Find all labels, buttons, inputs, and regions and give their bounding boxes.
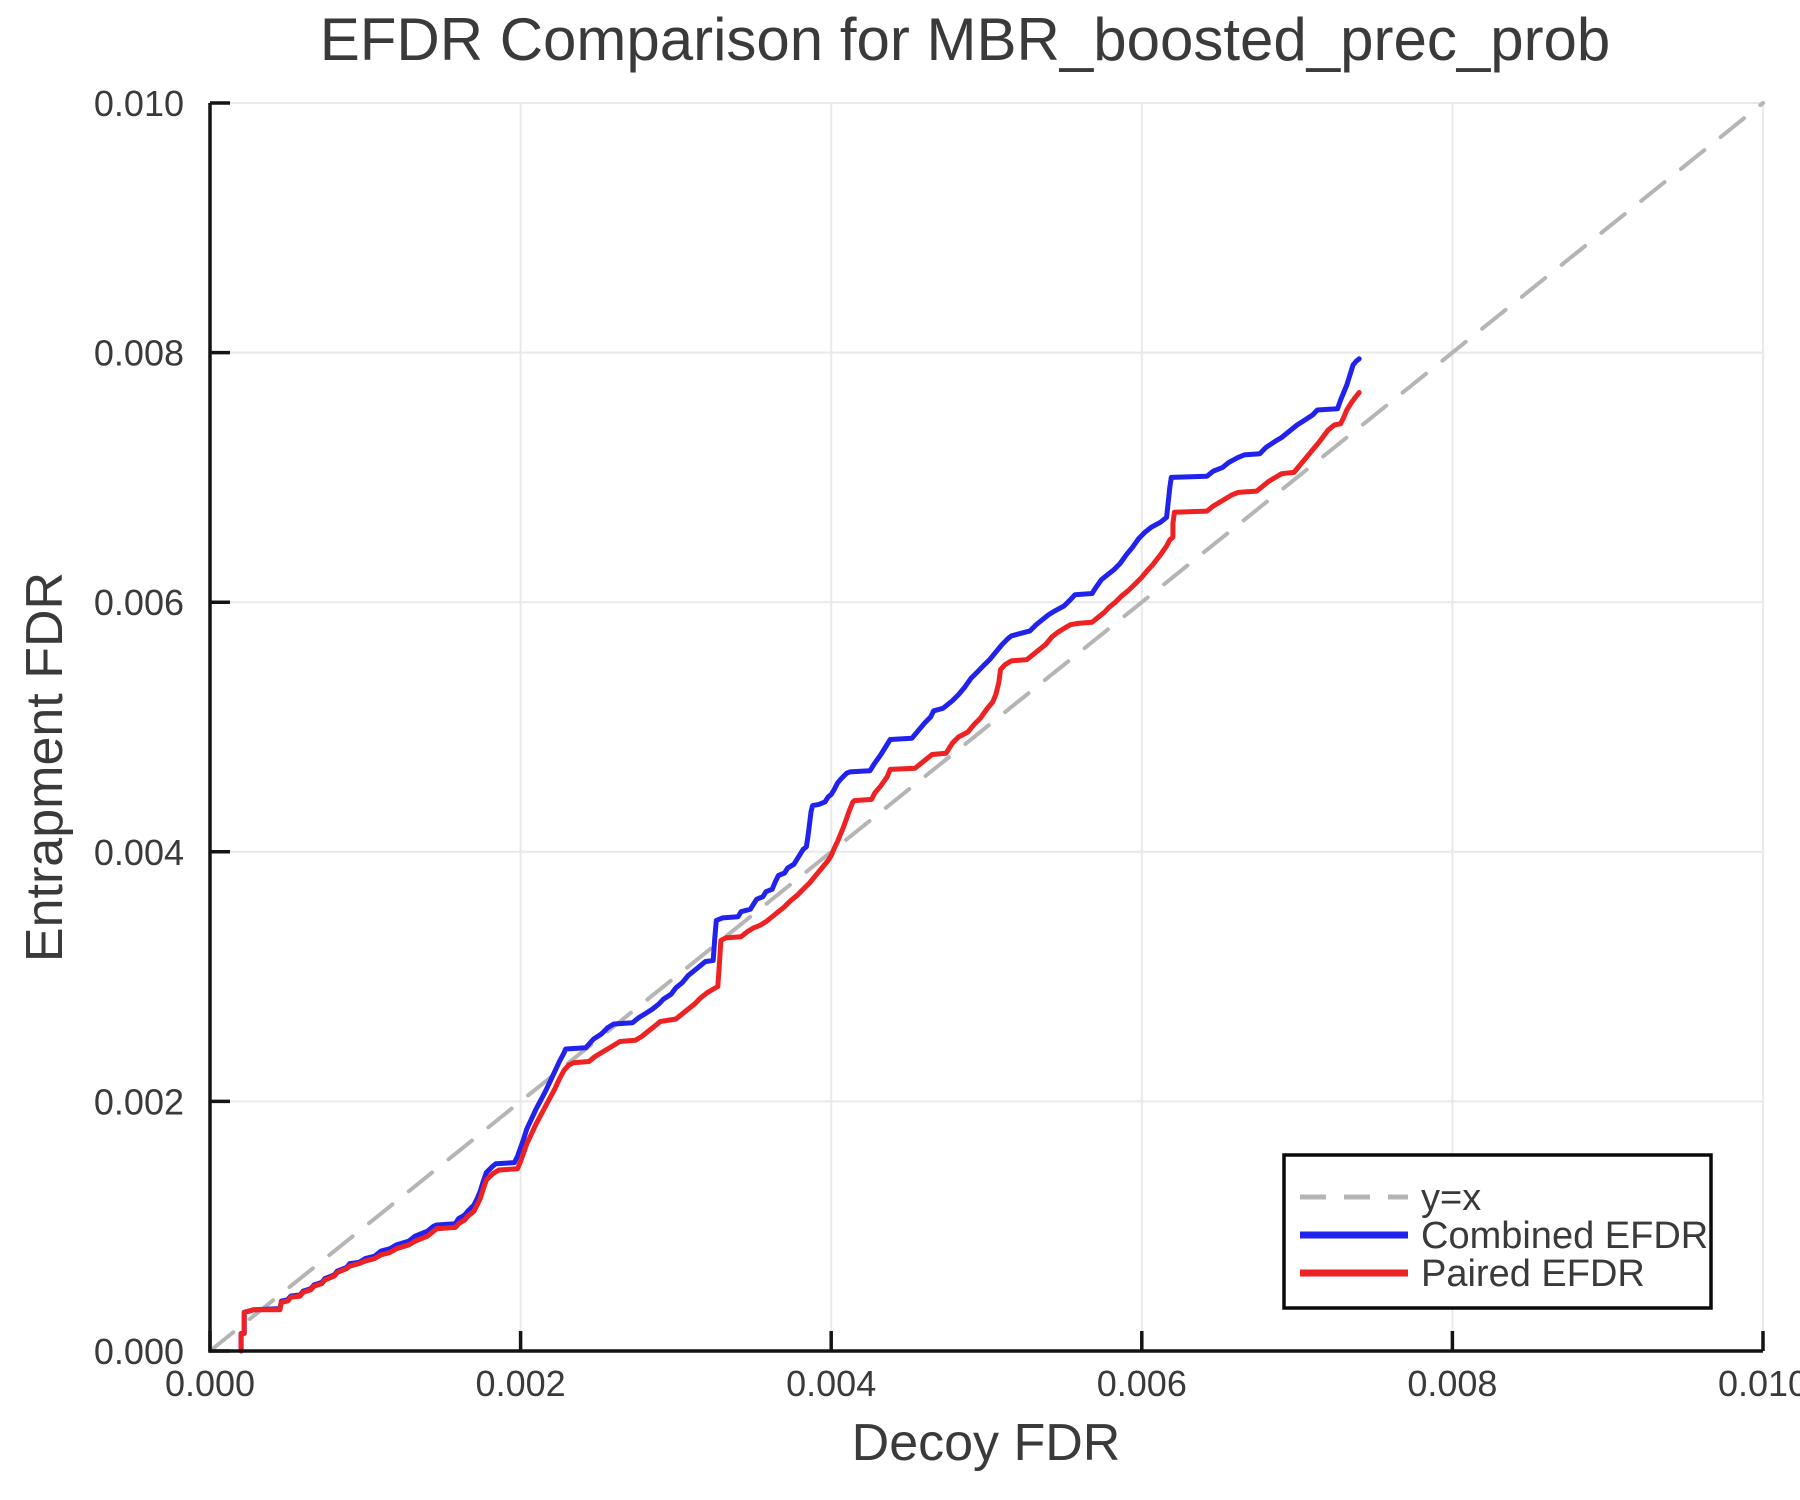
x-tick-label: 0.008 [1407,1363,1497,1404]
series-combined-efdr [238,356,1362,1354]
gridlines [210,102,1764,1351]
tick-labels: 0.000 0.002 0.004 0.006 0.008 0.010 0.000 0.002… [94,83,1800,1404]
x-tick-label: 0.000 [165,1363,255,1404]
y-tick-label: 0.008 [94,333,184,374]
y-axis-label: Entrapment FDR [16,572,74,962]
x-axis-label: Decoy FDR [852,1414,1121,1472]
x-tick-label: 0.010 [1718,1363,1800,1404]
x-tick-label: 0.006 [1097,1363,1187,1404]
legend: y=x Combined EFDR Paired EFDR [1282,1153,1713,1310]
y-tick-label: 0.000 [94,1331,184,1372]
legend-label-combined: Combined EFDR [1421,1215,1708,1257]
data-series [208,101,1765,1354]
y-tick-label: 0.006 [94,582,184,623]
series-y-x [208,101,1765,1353]
x-tick-label: 0.004 [786,1363,876,1404]
x-tick-label: 0.002 [476,1363,566,1404]
y-tick-label: 0.002 [94,1081,184,1122]
legend-label-yx: y=x [1421,1177,1481,1219]
legend-label-paired: Paired EFDR [1421,1253,1645,1295]
y-tick-label: 0.004 [94,832,184,873]
axes [208,101,1765,1353]
series-paired-efdr [238,390,1362,1354]
y-tick-label: 0.010 [94,83,184,124]
chart-title: EFDR Comparison for MBR_boosted_prec_pro… [320,6,1611,73]
